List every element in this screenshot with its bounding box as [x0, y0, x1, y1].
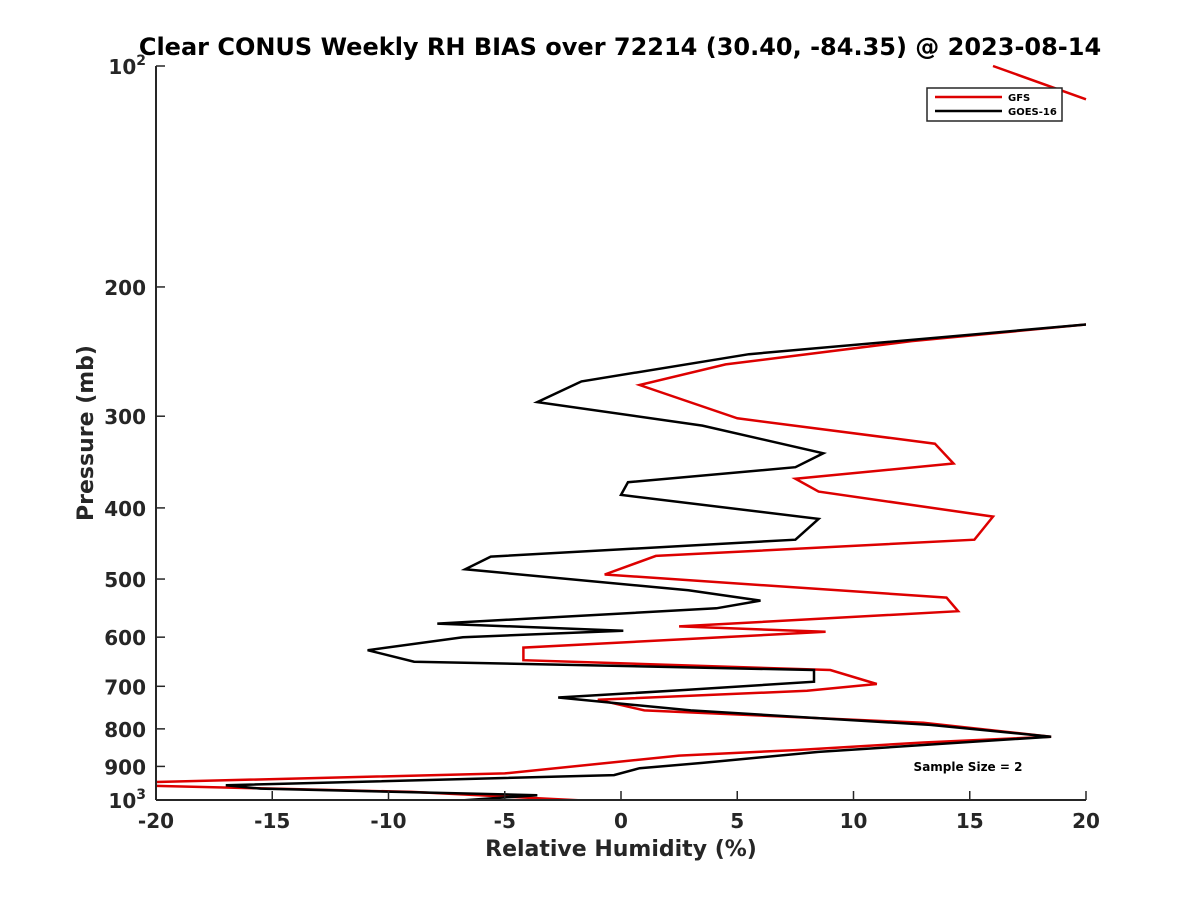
- y-tick-label: 900: [104, 755, 146, 779]
- x-tick-label: 10: [840, 809, 868, 833]
- x-tick-label: 0: [614, 809, 628, 833]
- gfs-upper-segment: [992, 64, 1087, 101]
- y-tick-label: 102: [108, 53, 146, 79]
- x-tick-label: -20: [138, 809, 174, 833]
- x-tick-label: 5: [730, 809, 744, 833]
- chart-title: Clear CONUS Weekly RH BIAS over 72214 (3…: [139, 33, 1101, 61]
- legend-box: [926, 87, 1063, 122]
- legend: GFS GOES-16: [926, 87, 1063, 122]
- y-tick-label: 800: [104, 718, 146, 742]
- y-tick-label: 400: [104, 497, 146, 521]
- x-tick-label: 15: [956, 809, 984, 833]
- x-axis-label: Relative Humidity (%): [485, 837, 757, 862]
- legend-label-goes16: GOES-16: [1008, 107, 1057, 118]
- series-line-gfs: [156, 323, 1086, 800]
- y-tick-label: 200: [104, 276, 146, 300]
- legend-label-gfs: GFS: [1008, 93, 1030, 104]
- x-tick-label: 20: [1072, 809, 1100, 833]
- y-axis-label: Pressure (mb): [74, 345, 99, 521]
- sample-size-annotation: Sample Size = 2: [914, 760, 1023, 774]
- x-tick-label: -10: [370, 809, 406, 833]
- x-tick-label: -15: [254, 809, 290, 833]
- y-tick-label: 600: [104, 626, 146, 650]
- y-tick-label: 300: [104, 405, 146, 429]
- y-tick-label: 103: [108, 787, 146, 813]
- y-tick-label: 700: [104, 675, 146, 699]
- x-tick-label: -5: [494, 809, 516, 833]
- y-tick-label: 500: [104, 568, 146, 592]
- series-line-goes16: [225, 323, 1086, 800]
